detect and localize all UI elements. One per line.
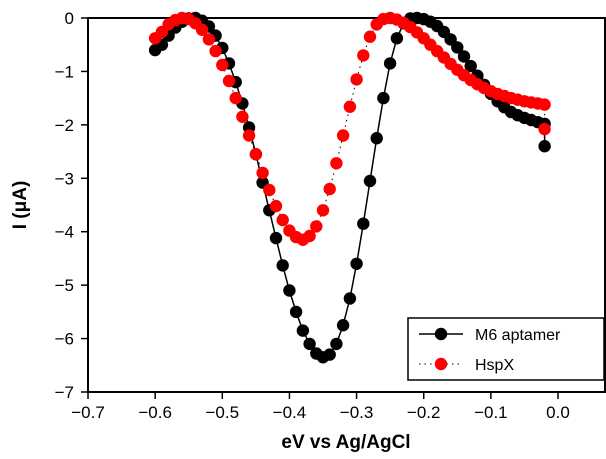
legend-marker-m6-aptamer bbox=[434, 327, 448, 341]
data-point-m6-aptamer bbox=[289, 305, 303, 319]
data-point-m6-aptamer bbox=[363, 174, 377, 188]
data-point-hspx bbox=[256, 166, 269, 180]
legend-marker-hspx bbox=[434, 357, 448, 371]
data-point-hspx bbox=[310, 220, 323, 233]
x-tick-label: −0.2 bbox=[407, 403, 441, 422]
data-point-hspx bbox=[222, 74, 236, 88]
data-point-hspx bbox=[263, 183, 276, 197]
data-point-m6-aptamer bbox=[283, 284, 296, 297]
series-layer bbox=[148, 11, 551, 364]
data-point-m6-aptamer bbox=[383, 57, 397, 70]
data-point-m6-aptamer bbox=[457, 50, 471, 63]
y-tick-label: −4 bbox=[55, 223, 74, 242]
data-point-hspx bbox=[202, 33, 216, 46]
data-point-m6-aptamer bbox=[276, 259, 289, 272]
data-point-m6-aptamer bbox=[357, 217, 370, 230]
series-hspx bbox=[148, 11, 551, 246]
data-point-m6-aptamer bbox=[390, 32, 404, 45]
data-point-hspx bbox=[195, 23, 209, 36]
x-tick-label: −0.5 bbox=[206, 403, 240, 422]
data-point-hspx bbox=[330, 157, 343, 170]
data-point-hspx bbox=[249, 148, 263, 161]
y-tick-label: 0 bbox=[65, 9, 74, 28]
legend-label-hspx: HspX bbox=[475, 357, 514, 374]
y-tick-label: −5 bbox=[55, 276, 74, 295]
x-tick-label: −0.7 bbox=[71, 403, 105, 422]
x-tick-label: −0.1 bbox=[474, 403, 508, 422]
data-point-hspx bbox=[350, 73, 363, 86]
data-point-hspx bbox=[303, 229, 316, 243]
data-point-hspx bbox=[276, 213, 289, 227]
data-point-m6-aptamer bbox=[370, 132, 383, 145]
y-tick-label: −2 bbox=[55, 116, 74, 135]
plot-area bbox=[87, 17, 606, 393]
y-tick-label: −1 bbox=[55, 62, 74, 81]
y-tick-label: −6 bbox=[55, 330, 74, 349]
data-point-m6-aptamer bbox=[377, 91, 390, 105]
data-point-hspx bbox=[538, 98, 551, 111]
x-tick-label: −0.3 bbox=[340, 403, 374, 422]
plot-frame bbox=[87, 17, 606, 393]
x-tick-label: 0.0 bbox=[546, 403, 570, 422]
data-point-m6-aptamer bbox=[451, 41, 464, 54]
data-point-hspx bbox=[229, 91, 242, 105]
data-point-m6-aptamer bbox=[303, 337, 316, 351]
x-tick-label: −0.6 bbox=[138, 403, 172, 422]
legend: M6 aptamer HspX bbox=[407, 317, 605, 381]
data-point-m6-aptamer bbox=[330, 337, 343, 351]
data-point-hspx bbox=[357, 49, 370, 62]
data-point-hspx bbox=[336, 129, 350, 142]
data-point-m6-aptamer bbox=[343, 292, 357, 305]
data-point-m6-aptamer bbox=[464, 59, 477, 73]
y-tick-label: −7 bbox=[55, 383, 74, 402]
legend-label-m6-aptamer: M6 aptamer bbox=[475, 327, 561, 344]
data-point-hspx bbox=[316, 204, 330, 217]
data-point-hspx bbox=[538, 122, 551, 136]
data-point-m6-aptamer bbox=[296, 324, 310, 337]
data-point-m6-aptamer bbox=[350, 257, 363, 270]
data-point-hspx bbox=[363, 30, 377, 43]
data-point-hspx bbox=[323, 182, 336, 196]
data-point-hspx bbox=[343, 100, 357, 113]
series-m6-aptamer bbox=[148, 11, 551, 364]
data-point-hspx bbox=[216, 58, 229, 72]
data-point-m6-aptamer bbox=[269, 231, 283, 245]
data-point-m6-aptamer bbox=[323, 348, 336, 361]
ticks-layer: −0.7 −0.6 −0.5 −0.4 −0.3 −0.2 −0.1 0.0 0 −1 −2 −3 −4… bbox=[55, 9, 570, 422]
y-axis-title: I (μA) bbox=[10, 181, 31, 230]
data-point-m6-aptamer bbox=[538, 140, 551, 153]
data-point-hspx bbox=[209, 44, 222, 58]
x-axis-title: eV vs Ag/AgCl bbox=[281, 432, 410, 453]
series-line-m6-aptamer bbox=[154, 17, 546, 359]
y-tick-label: −3 bbox=[55, 169, 74, 188]
data-point-hspx bbox=[242, 129, 256, 142]
x-tick-label: −0.4 bbox=[273, 403, 307, 422]
data-point-m6-aptamer bbox=[336, 319, 350, 332]
data-point-hspx bbox=[269, 199, 283, 213]
data-point-hspx bbox=[236, 110, 249, 124]
